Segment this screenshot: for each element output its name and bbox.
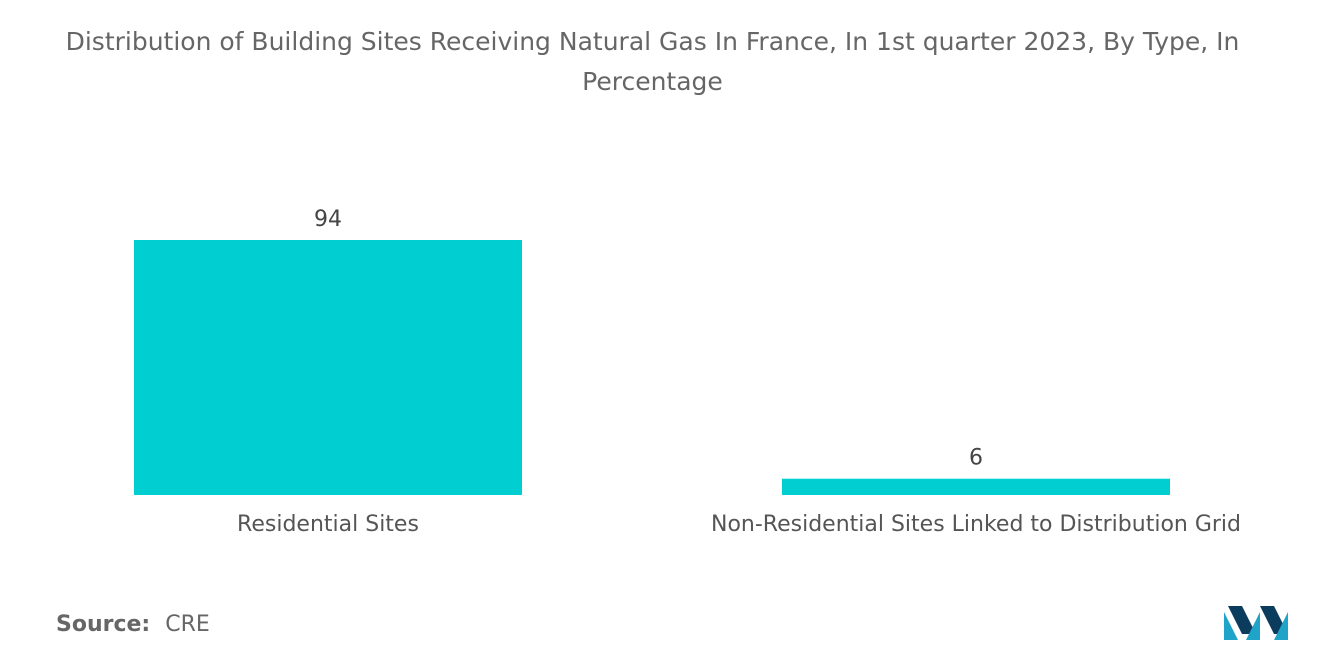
source-value: CRE: [165, 612, 210, 637]
chart-title: Distribution of Building Sites Receiving…: [65, 27, 1240, 96]
bars-layer: [134, 240, 1170, 495]
category-label-1: Non-Residential Sites Linked to Distribu…: [711, 512, 1241, 537]
bar-value-label-1: 6: [969, 446, 983, 471]
bar-value-label-0: 94: [314, 207, 342, 232]
source-note: Source: CRE: [56, 612, 210, 637]
category-label-0: Residential Sites: [237, 512, 419, 537]
labels-layer: 94 Residential Sites 6 Non-Residential Site…: [237, 207, 1241, 537]
bar-1: [782, 478, 1170, 495]
source-label: Source:: [56, 612, 151, 637]
brand-logo-icon: [1222, 604, 1290, 646]
bar-0: [134, 240, 522, 495]
bar-chart: 94 Residential Sites 6 Non-Residential Site…: [134, 207, 1241, 537]
